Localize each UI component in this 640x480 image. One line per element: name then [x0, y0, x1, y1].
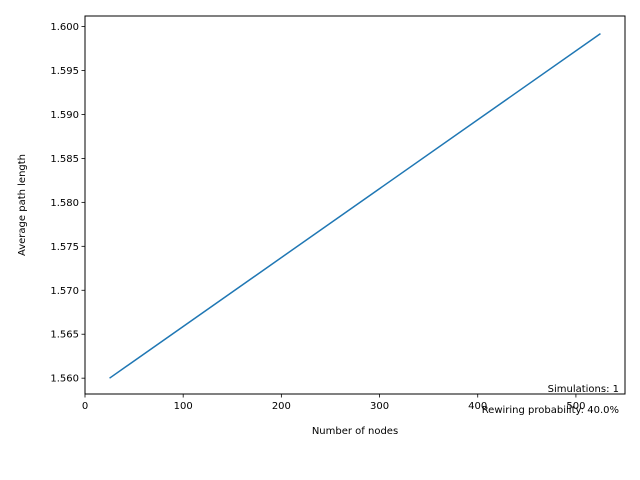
plot-area: [109, 32, 601, 379]
y-tick-label: 1.565: [50, 330, 79, 341]
y-tick-label: 1.580: [50, 198, 79, 209]
y-tick-label: 1.570: [50, 286, 79, 297]
x-tick-label: 300: [370, 401, 389, 412]
x-tick-label: 400: [468, 401, 487, 412]
x-tick-label: 100: [174, 401, 193, 412]
y-tick-label: 1.585: [50, 154, 79, 165]
y-tick-label: 1.600: [50, 22, 79, 33]
x-tick-label: 500: [566, 401, 585, 412]
x-tick-label: 200: [272, 401, 291, 412]
x-tick-label: 0: [82, 401, 88, 412]
axes-frame: [84, 15, 626, 395]
x-axis-label: Number of nodes: [312, 426, 398, 437]
y-axis-label: Average path length: [17, 154, 28, 256]
y-axis-ticks: 1.560 1.565 1.570 1.575 1.580 1.585 1.590 1.595…: [50, 22, 85, 385]
y-tick-label: 1.575: [50, 242, 79, 253]
series-line-0: [109, 32, 601, 379]
y-tick-label: 1.590: [50, 110, 79, 121]
y-tick-label: 1.595: [50, 66, 79, 77]
x-axis-ticks: 0 100 200 300 400 500: [82, 394, 585, 412]
y-tick-label: 1.560: [50, 374, 79, 385]
rewiring-annotation: Rewiring probability: 40.0%: [482, 405, 619, 416]
simulations-annotation: Simulations: 1: [548, 384, 619, 395]
